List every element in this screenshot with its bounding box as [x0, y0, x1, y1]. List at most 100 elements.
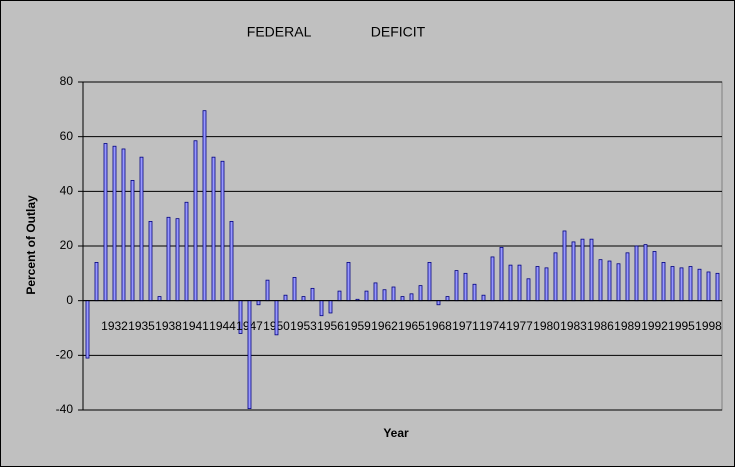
x-tick-label: 1941	[182, 319, 209, 333]
bar	[184, 201, 189, 302]
bar	[148, 220, 153, 302]
bar	[544, 267, 549, 302]
bar	[265, 279, 270, 302]
bar	[616, 263, 621, 302]
bar	[112, 145, 117, 302]
x-tick-label: 1968	[425, 319, 452, 333]
x-tick-label: 1956	[317, 319, 344, 333]
x-tick-label: 1992	[641, 319, 668, 333]
bar	[526, 278, 531, 302]
bar	[382, 289, 387, 302]
bar	[130, 179, 135, 302]
bar	[175, 218, 180, 302]
bar	[625, 252, 630, 302]
bar	[481, 294, 486, 302]
bar	[679, 267, 684, 302]
x-tick-label: 1965	[398, 319, 425, 333]
bar	[697, 268, 702, 302]
y-tick-label: 20	[60, 238, 74, 252]
y-tick-label: 40	[60, 184, 74, 198]
x-tick-label: 1998	[695, 319, 722, 333]
bar	[373, 282, 378, 302]
bar	[139, 156, 144, 302]
y-axis-title: Percent of Outlay	[24, 195, 38, 295]
bar	[229, 220, 234, 302]
x-tick-label: 1935	[128, 319, 155, 333]
x-tick-label: 1938	[155, 319, 182, 333]
bar	[553, 252, 558, 302]
bar	[535, 266, 540, 302]
bar	[301, 296, 306, 302]
bar	[166, 216, 171, 302]
bar	[517, 264, 522, 302]
x-axis-title: Year	[383, 426, 409, 440]
bar	[283, 294, 288, 302]
bar	[643, 244, 648, 302]
bar	[94, 261, 99, 302]
bar	[607, 260, 612, 302]
bar	[211, 156, 216, 302]
bar	[571, 241, 576, 302]
bar	[598, 259, 603, 302]
bar	[364, 290, 369, 302]
x-tick-label: 1983	[560, 319, 587, 333]
y-tick-label: -40	[56, 402, 74, 416]
x-tick-label: 1977	[506, 319, 533, 333]
y-tick-label: 0	[66, 293, 73, 307]
x-tick-label: 1953	[290, 319, 317, 333]
bar	[202, 110, 207, 302]
x-tick-label: 1974	[479, 319, 506, 333]
bar	[652, 251, 657, 302]
bar	[121, 148, 126, 302]
bar	[463, 272, 468, 302]
x-tick-label: 1989	[614, 319, 641, 333]
bar	[715, 272, 720, 302]
bar	[499, 246, 504, 302]
x-tick-label: 1995	[668, 319, 695, 333]
bar	[346, 261, 351, 302]
bar	[436, 300, 441, 306]
x-tick-label: 1944	[209, 319, 236, 333]
bar	[400, 296, 405, 302]
bar	[427, 261, 432, 302]
bar	[661, 261, 666, 302]
bar	[634, 245, 639, 302]
bar	[256, 300, 261, 306]
bar	[292, 277, 297, 302]
x-tick-label: 1986	[587, 319, 614, 333]
bar	[472, 283, 477, 302]
x-tick-label: 1980	[533, 319, 560, 333]
bar	[220, 160, 225, 302]
bar	[247, 300, 252, 410]
bar	[418, 285, 423, 302]
bar	[490, 256, 495, 302]
bar	[670, 266, 675, 302]
x-tick-label: 1959	[344, 319, 371, 333]
bar	[409, 293, 414, 302]
bar	[589, 238, 594, 302]
y-tick-label: 80	[60, 74, 74, 88]
bar	[337, 290, 342, 302]
bar	[391, 286, 396, 302]
bar	[193, 140, 198, 302]
bar	[103, 143, 108, 302]
chart-title: FEDERAL DEFICIT	[247, 24, 426, 40]
x-tick-label: 1971	[452, 319, 479, 333]
x-tick-label: 1962	[371, 319, 398, 333]
bar	[562, 230, 567, 302]
bar	[706, 271, 711, 302]
bar	[445, 296, 450, 302]
bar	[508, 264, 513, 302]
bar	[85, 300, 90, 359]
bar	[274, 300, 279, 336]
bar	[310, 287, 315, 302]
bar	[157, 296, 162, 302]
bar	[688, 266, 693, 302]
y-tick-label: 60	[60, 129, 74, 143]
bar	[328, 300, 333, 314]
bar	[319, 300, 324, 317]
y-tick-label: -20	[56, 348, 74, 362]
bar	[580, 238, 585, 302]
